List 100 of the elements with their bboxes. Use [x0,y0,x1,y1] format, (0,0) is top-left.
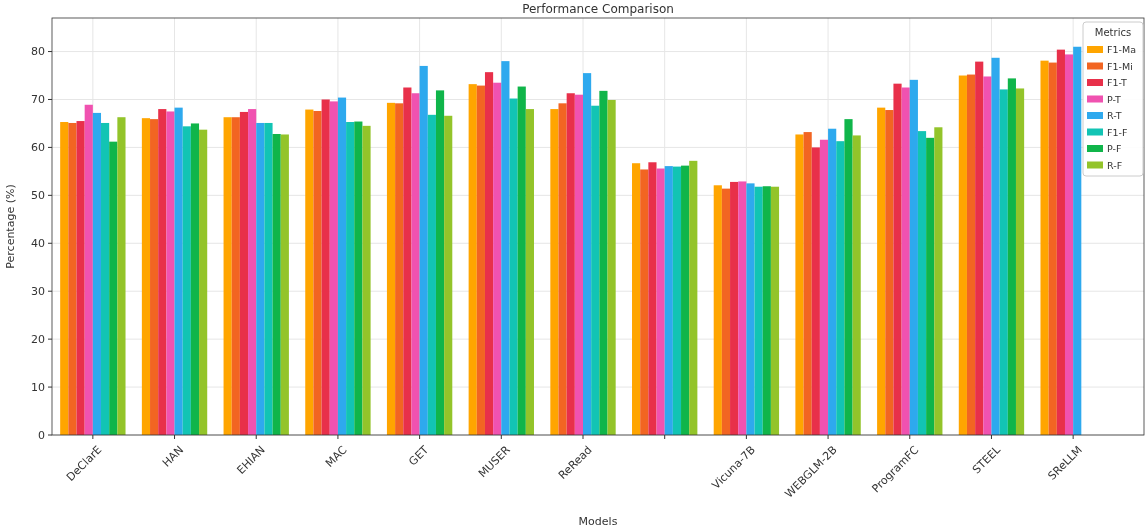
bar [730,181,739,435]
bar [109,141,118,435]
bar [591,105,600,435]
bar [68,122,77,435]
bar [893,83,902,435]
bar [419,65,428,435]
bar [664,166,673,435]
bar [844,119,853,435]
y-tick-label: 30 [31,284,45,298]
bar [648,162,657,435]
bar [427,114,436,435]
bar [117,117,126,435]
bar [738,181,747,435]
bar [386,102,396,435]
bar [231,117,240,435]
bar [828,128,837,435]
y-tick-label: 80 [31,45,45,59]
bar [966,74,976,435]
bar [991,57,1000,435]
legend-label: F1-Mi [1107,60,1133,72]
bar [76,121,85,435]
bar [770,186,780,435]
bar [1040,60,1049,435]
bar [550,109,559,435]
bar [917,131,927,435]
bar [354,121,363,435]
bar [819,139,829,435]
bar [272,133,281,435]
legend-label: P-F [1107,143,1122,154]
bar [713,185,722,435]
bar [1064,54,1074,435]
bar [166,111,175,435]
bar [313,110,322,435]
bar [795,134,804,435]
bar [141,118,151,435]
bar [909,79,918,435]
bar [509,98,518,435]
bar [958,75,967,435]
bar [811,147,820,435]
bar [656,168,665,435]
bar [321,99,330,435]
bar [182,126,191,435]
bar [746,183,755,435]
bar [754,186,763,435]
legend-label: F1-Ma [1107,44,1136,55]
bar [803,132,812,435]
y-tick-label: 70 [31,93,45,106]
bar [280,134,289,435]
bar [525,109,534,435]
bar [501,61,510,435]
bar [517,86,526,435]
bar [256,122,265,435]
bar [444,115,453,435]
bar [101,122,110,435]
bar [566,93,575,435]
bar [395,103,404,435]
bar [305,109,314,435]
bar [1007,78,1016,435]
bar [721,188,731,435]
bar [599,90,608,435]
bar [411,93,420,435]
bar [999,89,1008,435]
bar [150,119,159,435]
bar [762,186,771,435]
legend-label: R-F [1107,159,1123,171]
y-tick-label: 40 [31,236,45,250]
legend-title: Metrics [1094,27,1132,38]
x-axis-title: Models [578,515,618,528]
bar [672,166,682,435]
bar [403,87,412,435]
bar [92,112,102,435]
bar [574,94,583,435]
bar [558,103,567,435]
bar [852,135,861,435]
legend-label: R-T [1107,110,1122,121]
bar [248,109,257,435]
bar [362,125,371,435]
bar [337,97,347,435]
bar [84,104,93,435]
bar [1073,46,1082,435]
bar [640,169,649,435]
bar [1015,88,1025,435]
legend-label: F1-F [1107,126,1128,138]
legend-label: F1-T [1107,77,1128,88]
bar [468,84,477,435]
bar [632,163,641,435]
y-tick-label: 60 [31,140,45,154]
bar [983,76,992,435]
bar [689,160,698,435]
bar [223,117,232,435]
bar [190,123,200,435]
chart-title: Performance Comparison [522,2,674,16]
bar [493,82,502,435]
bar [877,107,886,435]
bar [239,111,249,435]
bar [435,90,445,435]
bar [329,101,338,435]
y-tick-label: 10 [31,380,45,394]
bar [681,165,690,435]
bar [926,137,935,435]
